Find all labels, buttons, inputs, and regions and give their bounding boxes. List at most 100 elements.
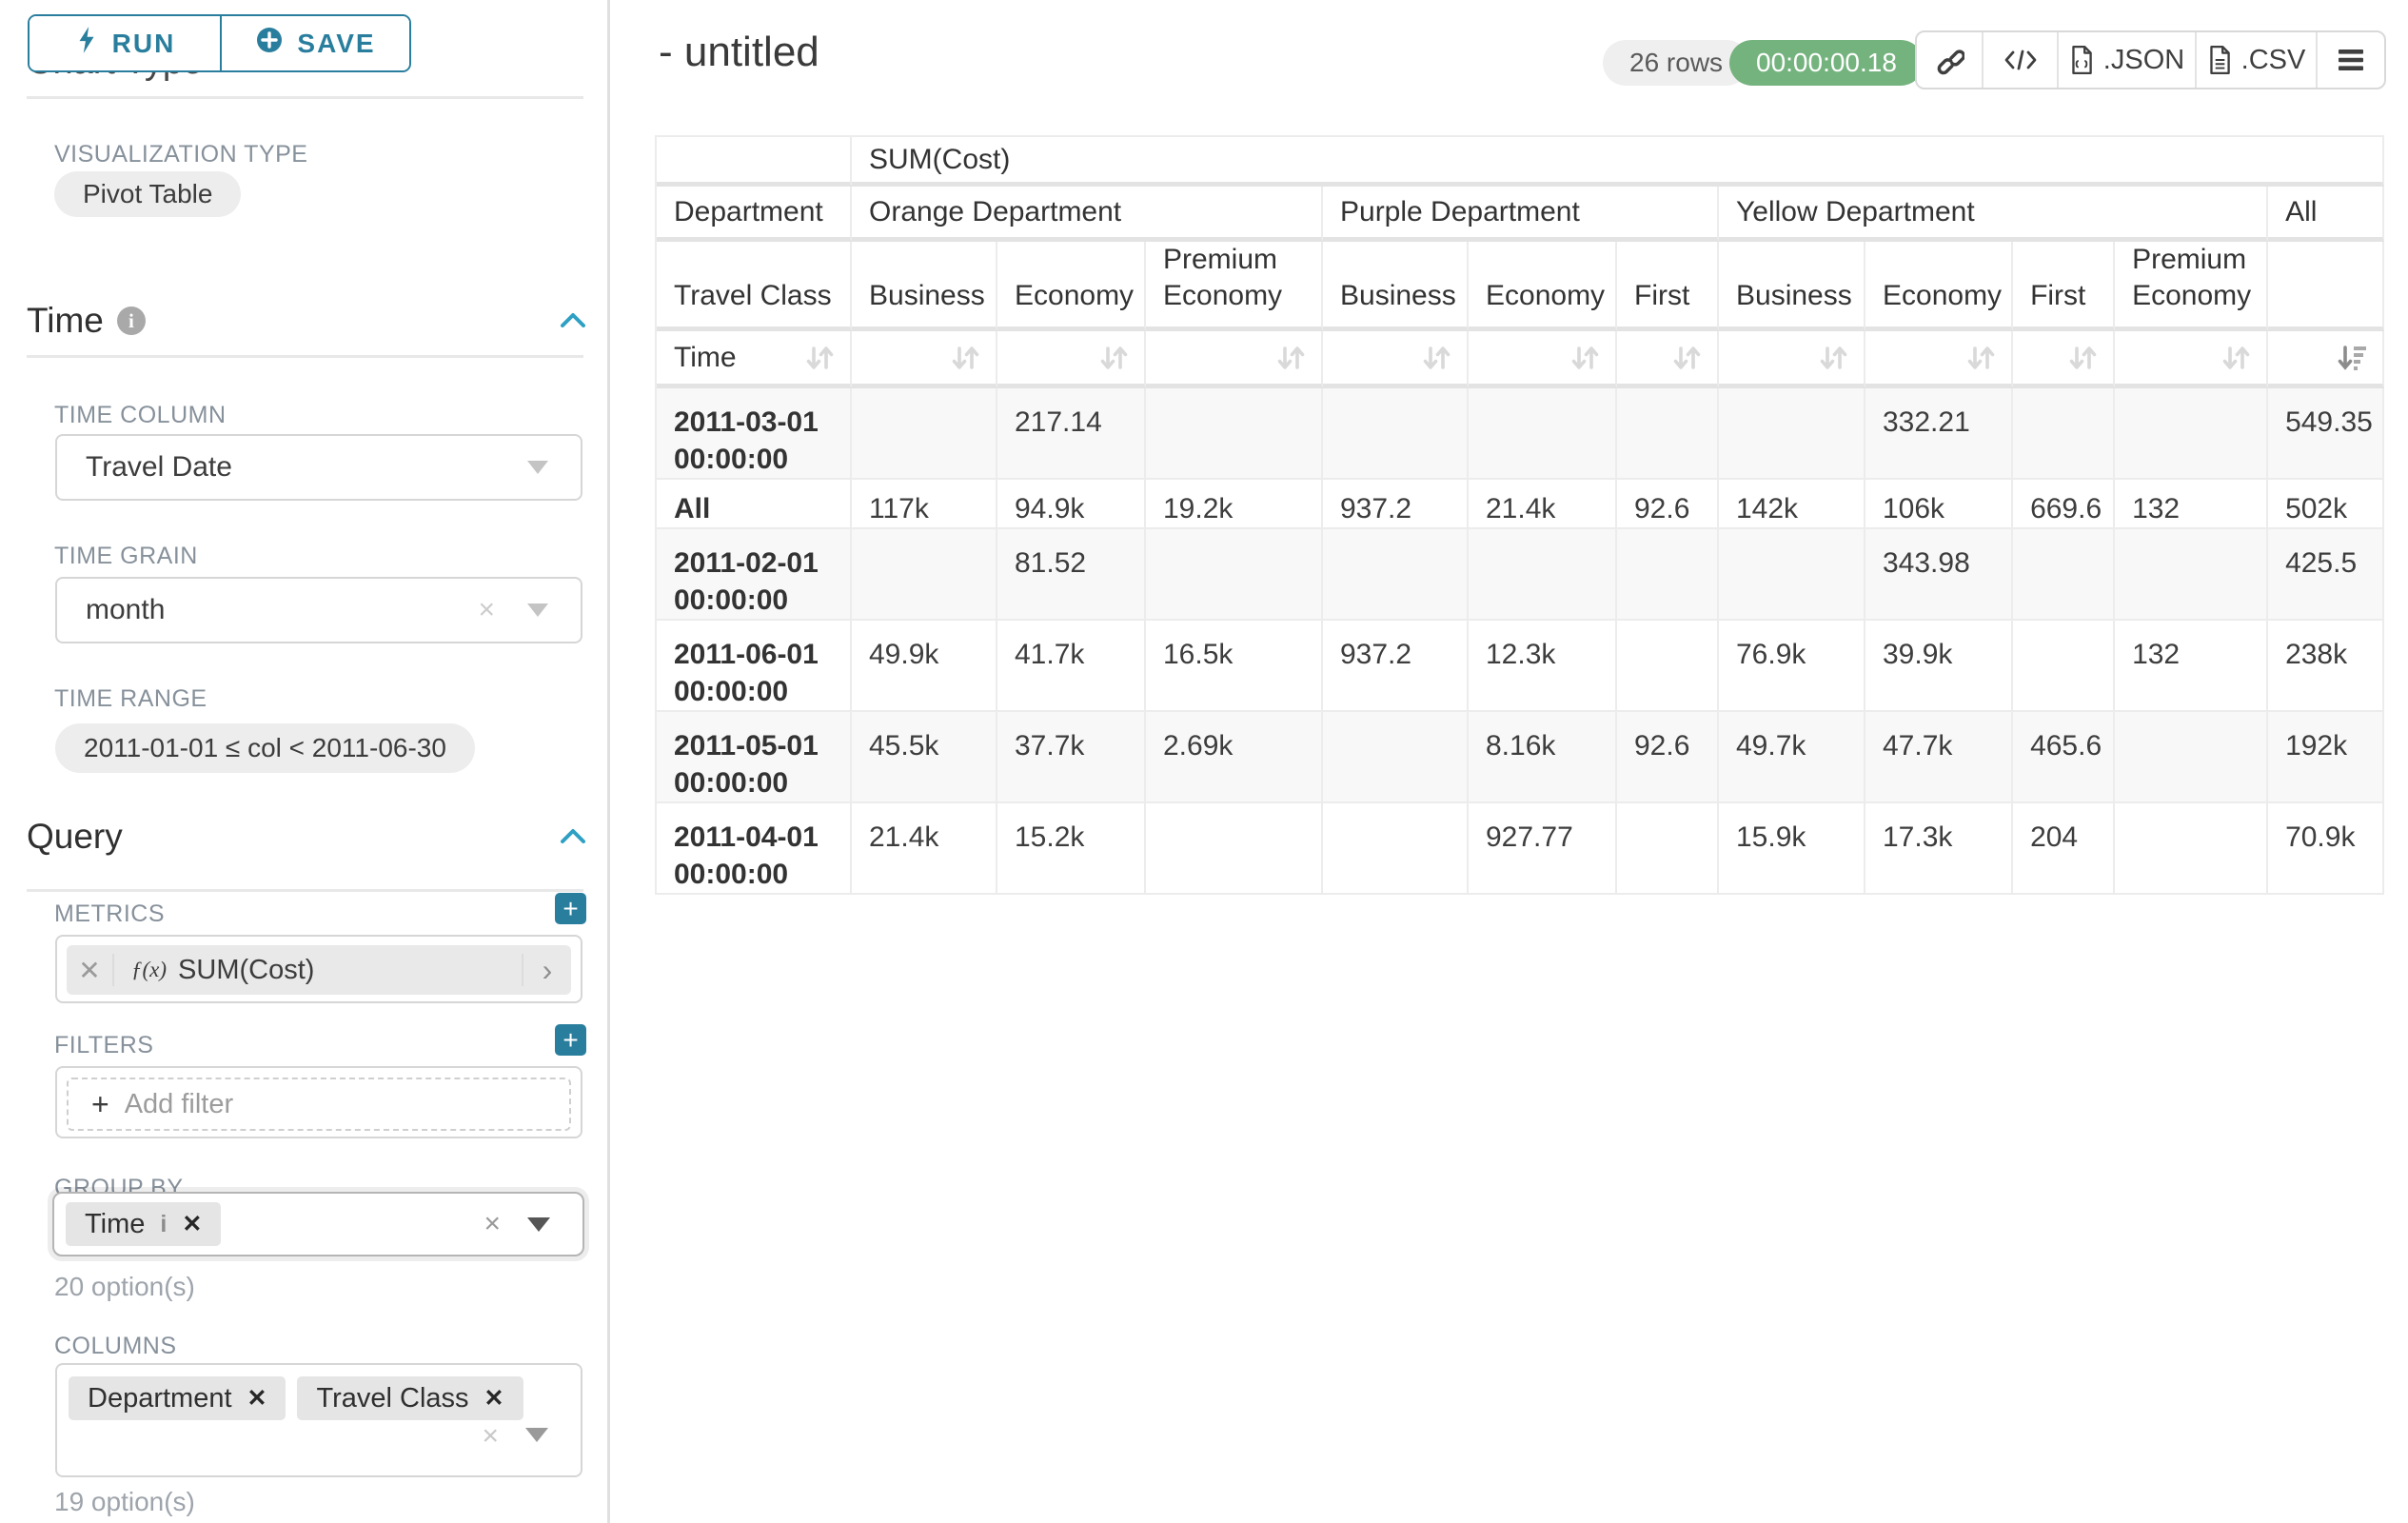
value-cell: 927.77 — [1469, 803, 1617, 895]
view-query-button[interactable] — [1984, 32, 2059, 88]
chart-title[interactable]: - untitled — [659, 29, 819, 76]
table-row: DepartmentOrange DepartmentPurple Depart… — [657, 187, 2384, 242]
sort-icon[interactable] — [948, 341, 982, 375]
clear-icon[interactable]: × — [484, 1208, 501, 1240]
share-link-button[interactable] — [1917, 32, 1984, 88]
add-filter-button[interactable]: + Add filter — [67, 1078, 571, 1131]
value-cell: 37.7k — [997, 712, 1146, 803]
sort-icon[interactable] — [1273, 341, 1308, 375]
sort-icon[interactable] — [1964, 341, 1998, 375]
chevron-right-icon[interactable]: › — [522, 954, 571, 986]
sortable-column-cell[interactable] — [2013, 331, 2115, 388]
value-cell — [1146, 388, 1323, 480]
sortable-column-cell[interactable] — [1617, 331, 1719, 388]
sort-icon[interactable] — [1816, 341, 1850, 375]
time-section-title: Time — [27, 301, 104, 341]
value-cell — [1617, 529, 1719, 621]
sortable-column-cell[interactable] — [2115, 331, 2268, 388]
sortable-column-cell[interactable] — [1719, 331, 1865, 388]
table-row: 2011-04-01 00:00:0021.4k15.2k927.7715.9k… — [657, 803, 2384, 895]
code-icon — [2003, 46, 2039, 74]
sort-icon[interactable] — [1568, 341, 1602, 375]
run-button[interactable]: RUN — [30, 16, 222, 70]
value-cell: 238k — [2268, 621, 2384, 712]
viz-type-pill[interactable]: Pivot Table — [54, 171, 241, 217]
value-cell: 76.9k — [1719, 621, 1865, 712]
value-cell: 2.69k — [1146, 712, 1323, 803]
row-label-cell: 2011-04-01 00:00:00 — [657, 803, 852, 895]
value-cell — [1469, 529, 1617, 621]
groupby-options-hint: 20 option(s) — [54, 1272, 195, 1302]
sort-icon[interactable] — [1419, 341, 1453, 375]
plus-circle-icon — [255, 26, 284, 61]
metrics-box: ✕ ƒ(x) SUM(Cost) › — [55, 935, 582, 1003]
chip-info-icon[interactable]: i — [160, 1211, 167, 1238]
value-cell: 465.6 — [2013, 712, 2115, 803]
groupby-chip[interactable]: Time i ✕ — [66, 1202, 221, 1246]
value-cell — [1469, 388, 1617, 480]
travel-class-header — [2268, 242, 2384, 331]
columns-options-hint: 19 option(s) — [54, 1487, 195, 1517]
chip-remove-icon[interactable]: ✕ — [247, 1384, 267, 1413]
file-json-icon — [2069, 45, 2094, 75]
query-section-collapse-chevron-icon[interactable] — [557, 822, 589, 856]
value-cell: 937.2 — [1323, 480, 1469, 529]
row-label-cell: 2011-06-01 00:00:00 — [657, 621, 852, 712]
row-label-cell: 2011-05-01 00:00:00 — [657, 712, 852, 803]
sorted-column-cell[interactable] — [2268, 331, 2384, 388]
col-dimension-header: Travel Class — [657, 242, 852, 331]
clear-icon[interactable]: × — [478, 594, 495, 626]
sort-icon[interactable] — [2219, 341, 2253, 375]
add-metric-button[interactable]: + — [555, 893, 586, 924]
sort-desc-icon[interactable] — [2335, 341, 2369, 375]
metric-header-cell: SUM(Cost) — [852, 137, 2384, 187]
sortable-column-cell[interactable] — [997, 331, 1146, 388]
remove-metric-icon[interactable]: ✕ — [67, 954, 114, 986]
value-cell: 39.9k — [1865, 621, 2013, 712]
time-range-label: TIME RANGE — [54, 685, 207, 713]
metric-chip[interactable]: ✕ ƒ(x) SUM(Cost) › — [67, 945, 571, 995]
value-cell: 425.5 — [2268, 529, 2384, 621]
columns-chip[interactable]: Travel Class ✕ — [297, 1376, 523, 1420]
time-range-pill[interactable]: 2011-01-01 ≤ col < 2011-06-30 — [55, 723, 475, 773]
columns-select[interactable]: Department ✕ Travel Class ✕ × — [55, 1363, 582, 1477]
time-header-cell[interactable]: Time — [657, 331, 852, 388]
value-cell: 47.7k — [1865, 712, 2013, 803]
travel-class-header: Premium Economy — [2115, 242, 2268, 331]
table-row: 2011-05-01 00:00:0045.5k37.7k2.69k8.16k9… — [657, 712, 2384, 803]
value-cell: 217.14 — [997, 388, 1146, 480]
time-section-collapse-chevron-icon[interactable] — [557, 307, 589, 340]
chip-remove-icon[interactable]: ✕ — [484, 1384, 504, 1413]
info-icon[interactable]: i — [117, 307, 146, 335]
section-divider — [27, 355, 583, 358]
value-cell: 117k — [852, 480, 997, 529]
value-cell — [1146, 803, 1323, 895]
sort-icon[interactable] — [1669, 341, 1704, 375]
sortable-column-cell[interactable] — [1323, 331, 1469, 388]
time-grain-select[interactable]: month × — [55, 577, 582, 643]
hamburger-menu-icon — [2337, 48, 2365, 72]
sortable-column-cell[interactable] — [1146, 331, 1323, 388]
value-cell: 106k — [1865, 480, 2013, 529]
sortable-column-cell[interactable] — [1469, 331, 1617, 388]
columns-chip[interactable]: Department ✕ — [69, 1376, 286, 1420]
value-cell — [1617, 621, 1719, 712]
save-button[interactable]: SAVE — [222, 16, 409, 70]
table-row: 2011-06-01 00:00:0049.9k41.7k16.5k937.21… — [657, 621, 2384, 712]
sort-icon[interactable] — [1096, 341, 1131, 375]
add-filter-plus-button[interactable]: + — [555, 1024, 586, 1056]
groupby-select[interactable]: Time i ✕ × — [52, 1192, 584, 1256]
sortable-column-cell[interactable] — [852, 331, 997, 388]
time-column-select[interactable]: Travel Date — [55, 434, 582, 501]
clear-icon[interactable]: × — [482, 1420, 499, 1453]
sortable-column-cell[interactable] — [1865, 331, 2013, 388]
export-json-button[interactable]: .JSON — [2059, 32, 2197, 88]
viz-type-label: VISUALIZATION TYPE — [54, 141, 307, 168]
more-options-button[interactable] — [2318, 32, 2384, 88]
chip-remove-icon[interactable]: ✕ — [182, 1210, 202, 1238]
value-cell: 94.9k — [997, 480, 1146, 529]
sort-icon[interactable] — [2065, 341, 2100, 375]
sort-icon[interactable] — [802, 341, 837, 375]
export-csv-button[interactable]: .CSV — [2197, 32, 2318, 88]
value-cell: 549.35 — [2268, 388, 2384, 480]
